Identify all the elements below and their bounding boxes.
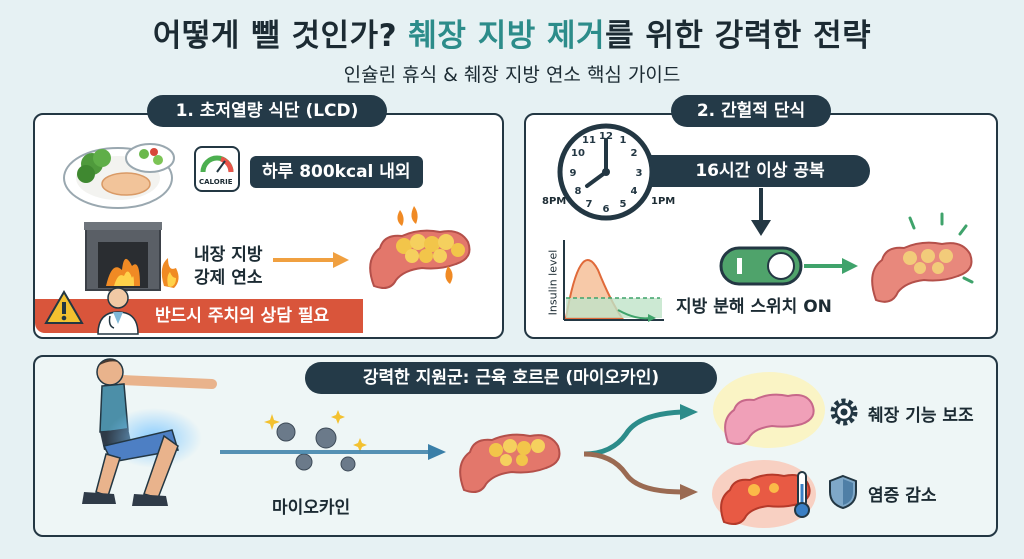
lipolysis-switch-icon: [719, 246, 803, 286]
fireplace-icon: [84, 222, 179, 291]
svg-text:12: 12: [599, 131, 613, 142]
down-arrow-icon: [751, 188, 771, 236]
glowing-pancreas-icon: [713, 372, 825, 448]
inflamed-pancreas-icon: [712, 460, 816, 528]
calorie-target-label: 하루 800kcal 내외: [250, 156, 423, 188]
benefit-pancreas-support: 췌장 기능 보조: [868, 406, 974, 426]
fasting-end-time: 1PM: [651, 196, 676, 207]
meal-plate-icon: [63, 143, 175, 209]
fasting-start-time: 8PM: [542, 196, 567, 207]
doctor-icon: [97, 287, 139, 335]
svg-text:11: 11: [582, 135, 596, 146]
svg-text:3: 3: [636, 168, 643, 179]
myokine-label: 마이오카인: [272, 498, 351, 518]
svg-text:2: 2: [631, 148, 638, 159]
healthy-pancreas-icon: [871, 212, 974, 303]
title-text-2: 를 위한 강력한 전략: [605, 18, 872, 54]
calorie-gauge-label: CALORIE: [199, 178, 233, 186]
page-title: 어떻게 뺄 것인가? 췌장 지방 제거를 위한 강력한 전략: [0, 10, 1024, 55]
section-heading-myokine: 강력한 지원군: 근육 호르몬 (마이오카인): [305, 362, 717, 394]
svg-text:9: 9: [570, 168, 577, 179]
svg-text:5: 5: [620, 199, 627, 210]
squatting-person-icon: [82, 358, 217, 506]
doctor-warning-banner: 반드시 주치의 상담 필요: [35, 299, 363, 333]
insulin-chart: [563, 240, 664, 322]
gear-icon: [830, 398, 858, 426]
branch-arrows-icon: [583, 404, 698, 500]
section-heading-lcd: 1. 초저열량 식단 (LCD): [147, 95, 387, 127]
svg-text:8: 8: [575, 186, 582, 197]
svg-text:4: 4: [631, 186, 638, 197]
svg-text:6: 6: [603, 204, 610, 215]
insulin-axis-label: Insulin level: [546, 249, 560, 316]
shield-icon: [829, 474, 857, 510]
fasting-duration-label: 16시간 이상 공복: [650, 155, 870, 187]
target-pancreas-icon: [459, 433, 561, 493]
svg-text:7: 7: [586, 199, 593, 210]
green-arrow-icon: [804, 258, 858, 274]
lipolysis-switch-label: 지방 분해 스위치 ON: [676, 297, 832, 317]
warning-triangle-icon: [44, 290, 84, 324]
page-subtitle: 인슐린 휴식 & 췌장 지방 연소 핵심 가이드: [343, 64, 681, 86]
myokine-particles-icon: [264, 410, 367, 472]
title-highlight: 췌장 지방 제거: [408, 18, 606, 54]
burn-label-line2: 강제 연소: [194, 268, 263, 288]
orange-arrow-icon: [273, 252, 349, 268]
fatty-pancreas-icon: [369, 206, 471, 289]
svg-text:10: 10: [571, 148, 585, 159]
svg-text:1: 1: [620, 135, 627, 146]
title-text-1: 어떻게 뺄 것인가?: [152, 18, 409, 54]
burn-label-line1: 내장 지방: [194, 245, 263, 265]
benefit-inflammation-reduction: 염증 감소: [868, 486, 937, 506]
section-heading-fasting: 2. 간헐적 단식: [671, 95, 831, 127]
calorie-gauge-icon: [194, 146, 240, 192]
thermometer-icon: [794, 471, 810, 518]
myokine-flow-arrow-icon: [220, 444, 446, 460]
